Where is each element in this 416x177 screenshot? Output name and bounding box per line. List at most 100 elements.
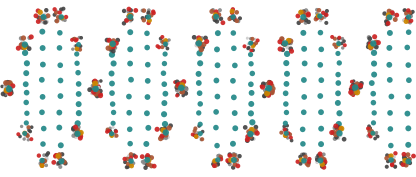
Point	[402, 164, 409, 167]
Point	[4, 81, 11, 84]
Point	[77, 48, 83, 51]
Point	[35, 16, 42, 19]
Point	[250, 138, 257, 140]
Point	[157, 137, 164, 140]
Point	[357, 86, 364, 88]
Point	[73, 38, 80, 41]
Point	[178, 87, 185, 90]
Point	[193, 134, 200, 137]
Point	[261, 95, 267, 98]
Point	[163, 131, 169, 134]
Point	[113, 134, 120, 137]
Point	[172, 81, 178, 84]
Point	[95, 86, 102, 89]
Point	[192, 134, 199, 137]
Point	[218, 17, 224, 20]
Point	[284, 137, 291, 139]
Point	[282, 135, 289, 137]
Point	[21, 44, 27, 47]
Point	[339, 37, 346, 40]
Point	[287, 40, 294, 42]
Point	[304, 10, 311, 13]
Point	[232, 64, 238, 67]
Point	[374, 135, 381, 138]
Point	[297, 155, 304, 158]
Point	[145, 12, 151, 15]
Point	[406, 79, 412, 82]
Point	[22, 45, 29, 48]
Point	[69, 48, 76, 51]
Point	[4, 86, 10, 89]
Point	[353, 82, 360, 84]
Point	[53, 19, 59, 22]
Point	[367, 45, 374, 48]
Point	[349, 88, 355, 91]
Point	[183, 92, 189, 95]
Point	[40, 63, 46, 66]
Point	[367, 39, 374, 42]
Point	[318, 156, 325, 159]
Point	[23, 91, 30, 94]
Point	[24, 112, 30, 115]
Point	[92, 86, 99, 89]
Point	[7, 82, 14, 85]
Point	[211, 159, 218, 162]
Point	[8, 92, 15, 94]
Point	[128, 78, 134, 81]
Point	[25, 127, 31, 130]
Point	[301, 47, 307, 50]
Point	[178, 86, 185, 89]
Point	[282, 92, 289, 95]
Point	[297, 11, 304, 14]
Point	[341, 40, 347, 43]
Point	[262, 83, 269, 86]
Point	[210, 163, 216, 165]
Point	[263, 92, 270, 94]
Point	[216, 154, 223, 157]
Point	[388, 144, 394, 147]
Point	[300, 111, 307, 114]
Point	[75, 131, 82, 134]
Point	[392, 18, 399, 21]
Point	[386, 160, 393, 163]
Point	[166, 39, 172, 41]
Point	[303, 9, 310, 12]
Point	[306, 160, 312, 163]
Point	[381, 12, 388, 15]
Point	[144, 63, 151, 66]
Point	[22, 83, 29, 86]
Point	[7, 92, 13, 95]
Point	[92, 85, 98, 88]
Point	[317, 63, 324, 66]
Point	[270, 89, 276, 92]
Point	[26, 129, 32, 132]
Point	[54, 10, 60, 13]
Point	[3, 90, 10, 92]
Point	[230, 153, 237, 155]
Point	[386, 47, 393, 49]
Point	[199, 48, 206, 51]
Point	[298, 158, 305, 161]
Point	[127, 142, 134, 145]
Point	[2, 90, 9, 93]
Point	[332, 125, 339, 127]
Point	[373, 131, 380, 134]
Point	[401, 153, 407, 156]
Point	[253, 130, 259, 133]
Point	[288, 50, 295, 53]
Point	[104, 39, 110, 41]
Point	[282, 128, 288, 131]
Point	[123, 19, 130, 22]
Point	[231, 112, 238, 115]
Point	[335, 42, 342, 45]
Point	[389, 164, 396, 167]
Point	[280, 48, 286, 51]
Point	[5, 87, 12, 90]
Point	[387, 11, 394, 14]
Point	[144, 16, 150, 19]
Point	[21, 46, 28, 49]
Point	[338, 127, 345, 130]
Point	[195, 72, 202, 75]
Point	[128, 156, 134, 159]
Point	[250, 45, 256, 48]
